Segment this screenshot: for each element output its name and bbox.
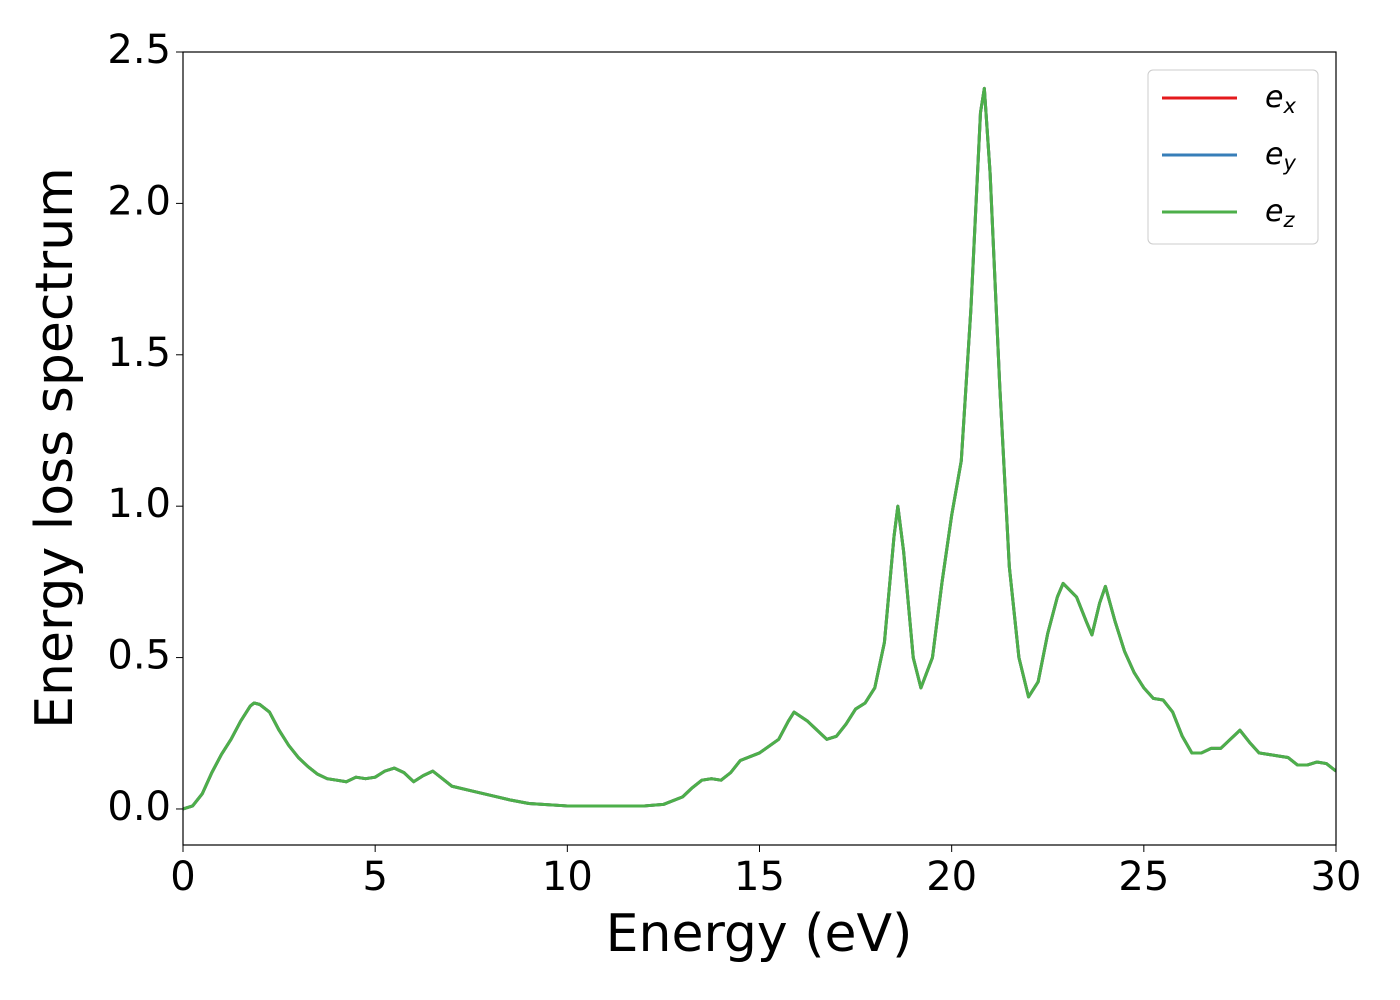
x-tick-label: 0 — [170, 854, 195, 900]
legend-box — [1147, 69, 1319, 245]
y-tick-label: 0.0 — [107, 784, 171, 830]
x-tick-label: 20 — [926, 854, 977, 900]
x-tick-label: 15 — [734, 854, 785, 900]
y-tick-label: 2.5 — [107, 27, 171, 73]
y-tick-label: 1.5 — [107, 330, 171, 376]
y-tick-label: 0.5 — [107, 633, 171, 679]
x-tick-label: 10 — [542, 854, 593, 900]
x-tick-label: 25 — [1118, 854, 1169, 900]
y-axis-label: Energy loss spectrum — [25, 167, 85, 729]
y-tick-label: 1.0 — [107, 481, 171, 527]
plot-frame — [182, 51, 1337, 846]
y-tick-label: 2.0 — [107, 178, 171, 224]
legend-label: ex — [1265, 80, 1296, 119]
x-tick-label: 5 — [362, 854, 387, 900]
x-axis-label: Energy (eV) — [606, 904, 913, 964]
legend-label: ey — [1265, 137, 1296, 176]
legend-label: ez — [1265, 194, 1295, 233]
x-tick-label: 30 — [1311, 854, 1362, 900]
series-line — [183, 86, 1336, 811]
